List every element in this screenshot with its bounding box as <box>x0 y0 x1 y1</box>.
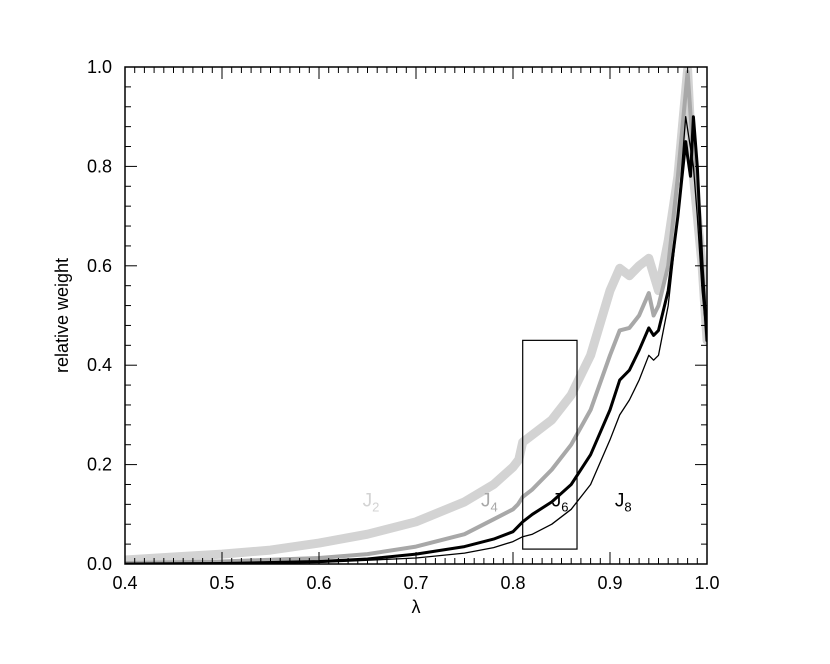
y-tick-label: 1.0 <box>87 57 112 77</box>
series-line-j4 <box>125 70 707 564</box>
tick-layer: 0.4 0.5 0.6 0.7 0.8 0.9 1.0 0.0 0.2 0.4 0.6 0.8 1.0 <box>87 57 720 593</box>
series-line-j2 <box>125 67 707 564</box>
y-tick-label: 0.2 <box>87 455 112 475</box>
x-tick-label: 0.5 <box>209 573 234 593</box>
highlight-box <box>522 339 578 550</box>
box-layer <box>522 339 578 550</box>
x-tick-label: 1.0 <box>694 573 719 593</box>
series-label-j4: J4 <box>481 490 498 514</box>
series-label-j6: J6 <box>552 490 569 514</box>
x-tick-label: 0.8 <box>500 573 525 593</box>
y-axis-label: relative weight <box>52 258 72 373</box>
series-line-j6 <box>125 115 707 564</box>
y-tick-label: 0.4 <box>87 355 112 375</box>
y-tick-label: 0.6 <box>87 256 112 276</box>
x-tick-label: 0.4 <box>112 573 137 593</box>
x-axis-label: λ <box>412 597 421 617</box>
y-tick-label: 0.8 <box>87 156 112 176</box>
x-tick-label: 0.6 <box>306 573 331 593</box>
series-line-j8 <box>125 116 707 564</box>
series-label-j8: J8 <box>615 490 632 514</box>
series-labels: J2 J4 J6 J8 <box>363 490 632 514</box>
series-label-j2: J2 <box>363 490 380 514</box>
y-tick-label: 0.0 <box>87 554 112 574</box>
series-layer <box>125 67 707 564</box>
x-tick-label: 0.9 <box>597 573 622 593</box>
x-tick-label: 0.7 <box>403 573 428 593</box>
